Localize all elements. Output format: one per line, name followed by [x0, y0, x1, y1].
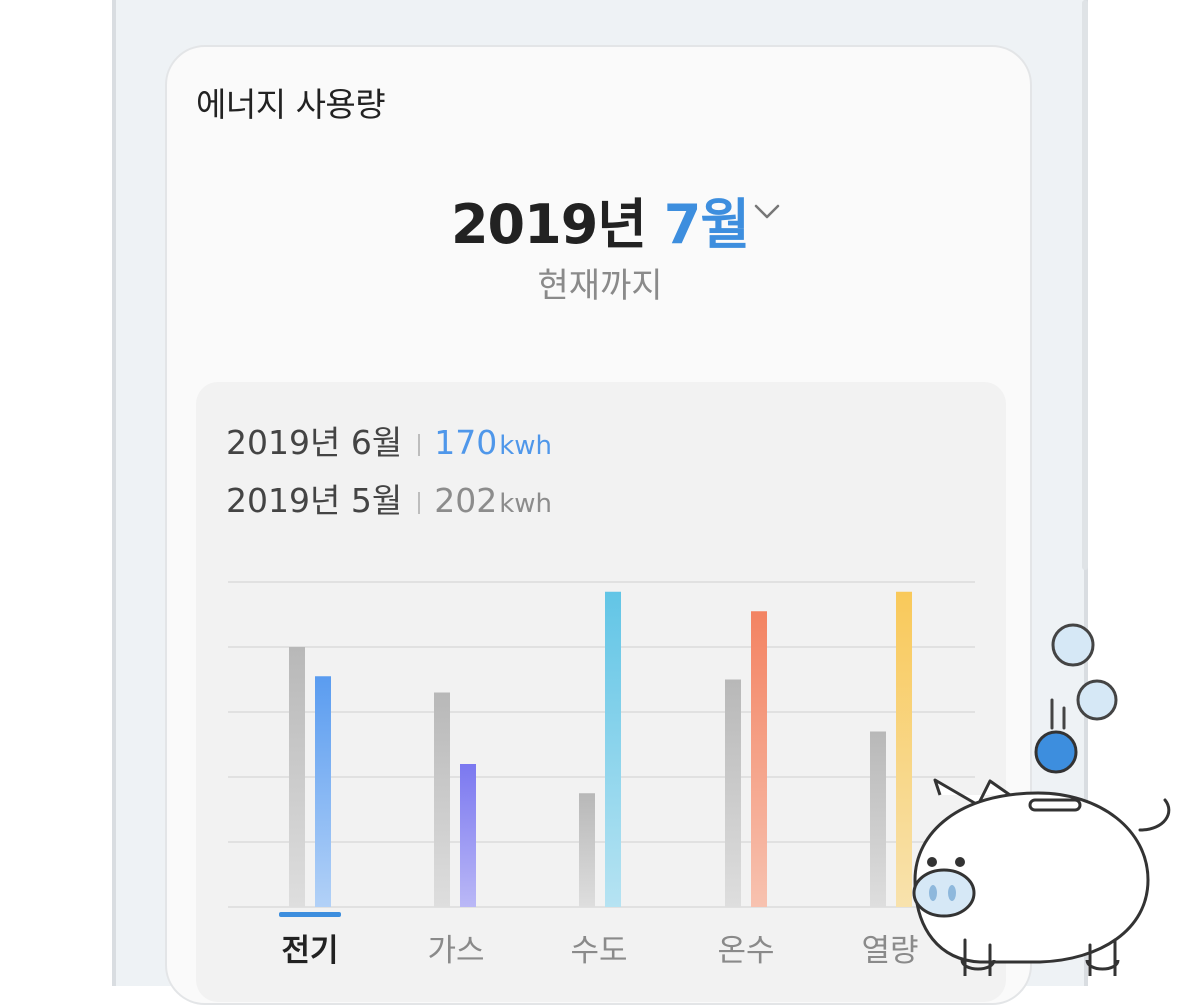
comparison-period: 2019년 6월	[226, 423, 403, 462]
comparison-value: 170	[434, 423, 498, 462]
bar-previous	[579, 793, 595, 907]
tab-electricity[interactable]: 전기	[281, 933, 339, 969]
tab-hot-water[interactable]: 온수	[717, 933, 775, 969]
bar-current	[896, 591, 912, 907]
comparison-unit: kwh	[499, 489, 553, 519]
bar-current	[751, 611, 767, 907]
bar-previous	[870, 731, 886, 907]
coin-icon	[1076, 679, 1118, 721]
usage-bar-chart	[228, 581, 975, 908]
bar-previous	[289, 647, 305, 907]
divider	[418, 492, 421, 514]
bar-current	[315, 676, 331, 907]
coin-icon	[1034, 730, 1078, 774]
tab-heat[interactable]: 열량	[861, 933, 919, 969]
comparison-row-may: 2019년 5월 202kwh	[226, 474, 552, 522]
bar-current	[460, 764, 476, 907]
month-label: 7월	[663, 193, 750, 256]
year-label: 2019년	[450, 193, 647, 256]
active-tab-indicator	[279, 912, 341, 917]
month-selector[interactable]: 2019년 7월	[0, 180, 1200, 259]
comparison-period: 2019년 5월	[226, 481, 403, 520]
bar-previous	[434, 692, 450, 907]
comparison-unit: kwh	[499, 431, 553, 461]
piggy-bank-icon	[912, 623, 1171, 976]
comparison-value: 202	[434, 481, 498, 520]
tab-water[interactable]: 수도	[570, 933, 628, 969]
bar-current	[605, 591, 621, 907]
scrollbar[interactable]	[1082, 0, 1088, 570]
comparison-row-june: 2019년 6월 170kwh	[226, 416, 552, 464]
period-subtitle: 현재까지	[537, 266, 663, 306]
bar-previous	[725, 679, 741, 907]
coin-icon	[1051, 623, 1095, 667]
divider	[418, 434, 421, 456]
chevron-down-icon[interactable]	[754, 198, 780, 224]
card-title: 에너지 사용량	[196, 85, 386, 124]
tab-gas[interactable]: 가스	[427, 933, 485, 969]
